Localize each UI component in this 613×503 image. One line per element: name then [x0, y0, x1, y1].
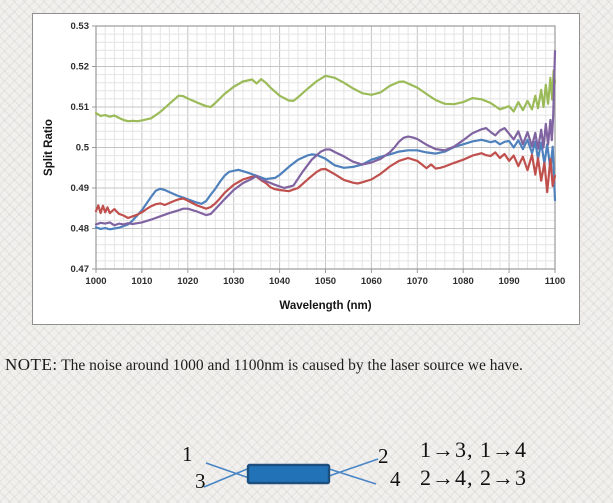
note-text: NOTE: The noise around 1000 and 1100nm i…	[5, 355, 605, 375]
note-body: The noise around 1000 and 1100nm is caus…	[61, 357, 523, 374]
chart-panel: 1000 1010 1020 1030 1040 1050 1060 1070 1080 1090…	[32, 13, 580, 325]
port-label-1: 1	[182, 442, 193, 466]
svg-text:0.5: 0.5	[76, 143, 90, 154]
port-label-4: 4	[390, 467, 401, 491]
svg-text:0.53: 0.53	[71, 21, 90, 32]
split-ratio-chart: 1000 1010 1020 1030 1040 1050 1060 1070 1080 1090…	[43, 21, 566, 312]
svg-text:1000: 1000	[85, 276, 106, 287]
svg-text:0.48: 0.48	[71, 224, 90, 235]
svg-text:1050: 1050	[315, 276, 336, 287]
svg-text:1080: 1080	[453, 276, 474, 287]
svg-text:0.49: 0.49	[71, 183, 90, 194]
svg-text:1070: 1070	[407, 276, 428, 287]
svg-text:1010: 1010	[131, 276, 152, 287]
port-mapping-text: 1→3, 1→4 2→4, 2→3	[420, 436, 527, 492]
port-mapping-line-1: 1→3, 1→4	[420, 437, 527, 462]
svg-text:Wavelength (nm): Wavelength (nm)	[279, 300, 371, 312]
svg-text:1040: 1040	[269, 276, 290, 287]
svg-text:0.51: 0.51	[71, 102, 90, 113]
svg-text:1020: 1020	[177, 276, 198, 287]
svg-text:1060: 1060	[361, 276, 382, 287]
note-prefix: NOTE:	[5, 355, 58, 374]
port-label-2: 2	[378, 444, 389, 468]
svg-text:0.52: 0.52	[71, 62, 90, 73]
svg-text:Split Ratio: Split Ratio	[43, 119, 55, 176]
port-mapping-line-2: 2→4, 2→3	[420, 465, 527, 490]
svg-text:1100: 1100	[545, 276, 566, 287]
svg-text:1090: 1090	[499, 276, 520, 287]
coupler-diagram	[203, 458, 379, 488]
port-label-3: 3	[195, 469, 206, 493]
svg-text:0.47: 0.47	[71, 264, 90, 275]
svg-text:1030: 1030	[223, 276, 244, 287]
